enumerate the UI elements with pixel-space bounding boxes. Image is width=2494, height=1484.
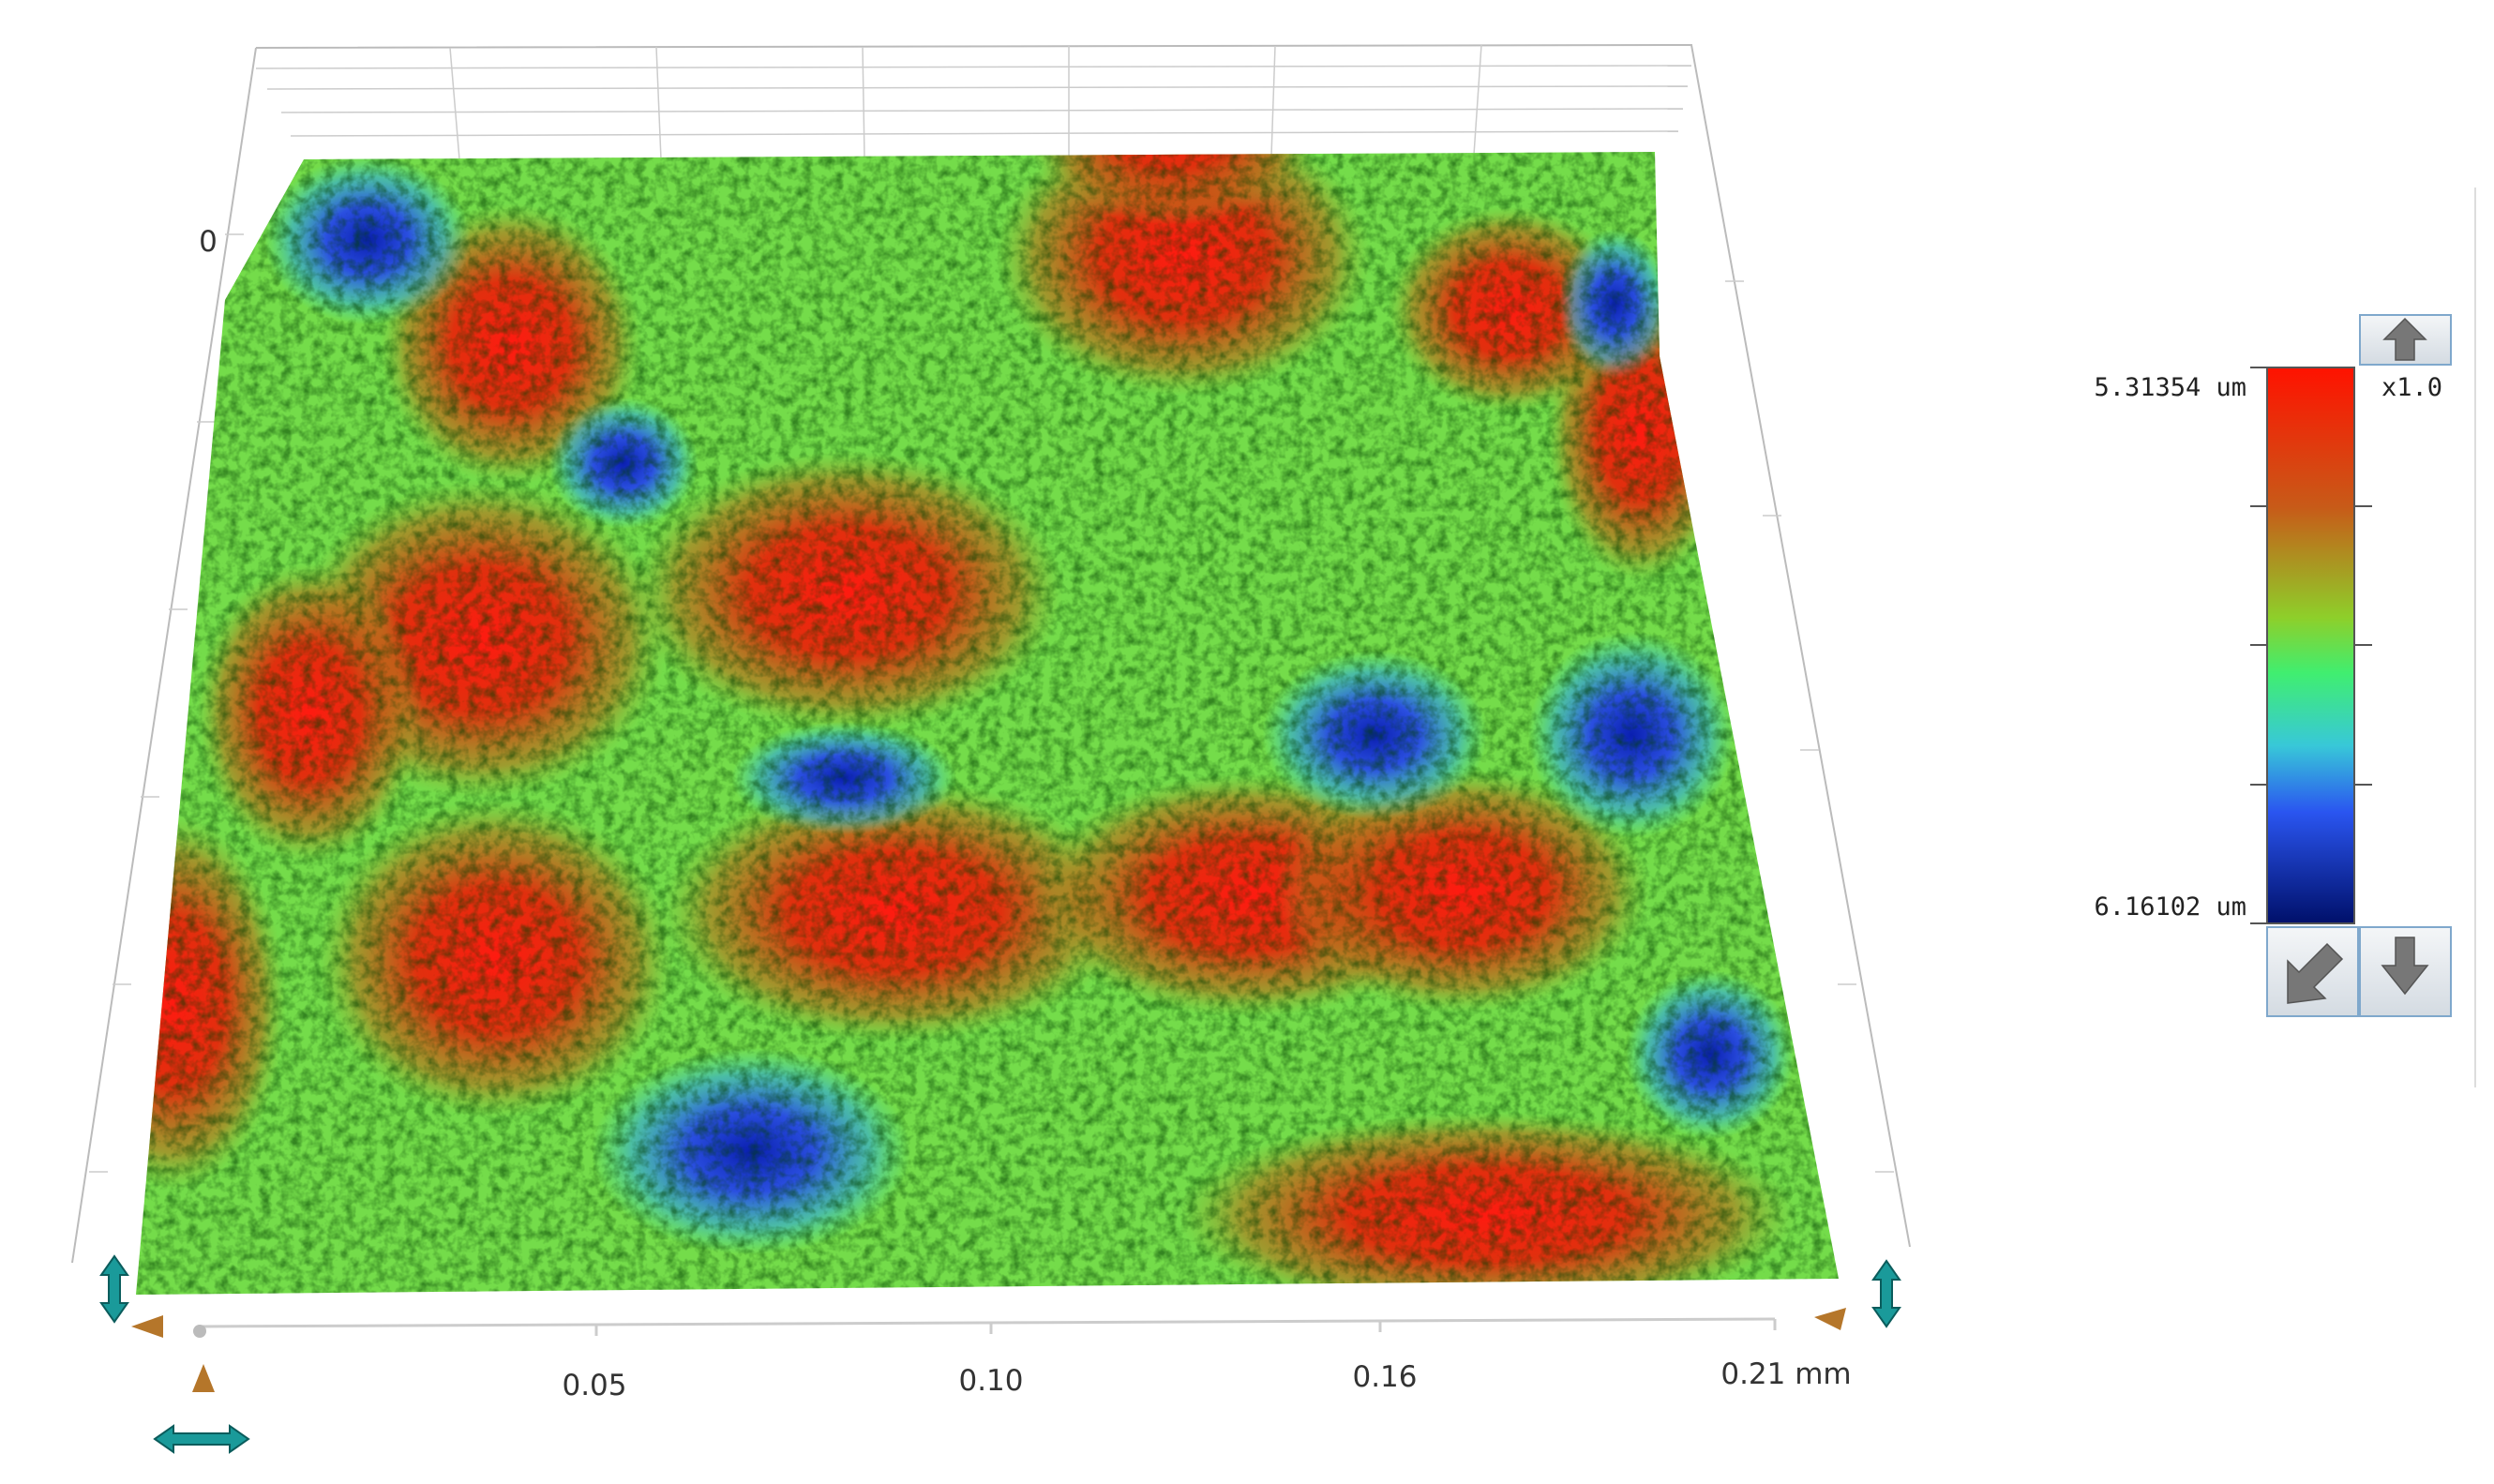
colorbar-max-label: 5.31354 um bbox=[2094, 373, 2246, 402]
x-axis bbox=[199, 1317, 1776, 1328]
rotate-control-bottom[interactable] bbox=[153, 1364, 250, 1454]
scale-down-button[interactable] bbox=[2359, 926, 2452, 1017]
x-axis-ticks bbox=[594, 1319, 1777, 1336]
z-axis-label: 0 bbox=[199, 225, 218, 259]
x-tick-label: 0.10 bbox=[958, 1364, 1023, 1398]
colorbar: 5.31354 um 6.16102 um x1.0 bbox=[2094, 367, 2442, 924]
colorbar-ticks bbox=[2250, 367, 2372, 924]
x-tick-label: 0.05 bbox=[562, 1369, 626, 1402]
rotate-control-left[interactable] bbox=[99, 1254, 206, 1338]
height-surface bbox=[136, 152, 1839, 1295]
colorbar-min-label: 6.16102 um bbox=[2094, 892, 2246, 922]
colorbar-scale: x1.0 bbox=[2381, 373, 2442, 402]
scale-up-button[interactable] bbox=[2359, 314, 2452, 366]
bounding-box bbox=[71, 43, 1911, 1264]
x-tick-label: 0.16 bbox=[1352, 1360, 1417, 1394]
reset-scale-button[interactable] bbox=[2266, 926, 2359, 1017]
colorbar-gradient bbox=[2266, 367, 2355, 924]
rotate-control-right[interactable] bbox=[1814, 1259, 1901, 1330]
x-tick-label: 0.21 mm bbox=[1720, 1357, 1851, 1391]
